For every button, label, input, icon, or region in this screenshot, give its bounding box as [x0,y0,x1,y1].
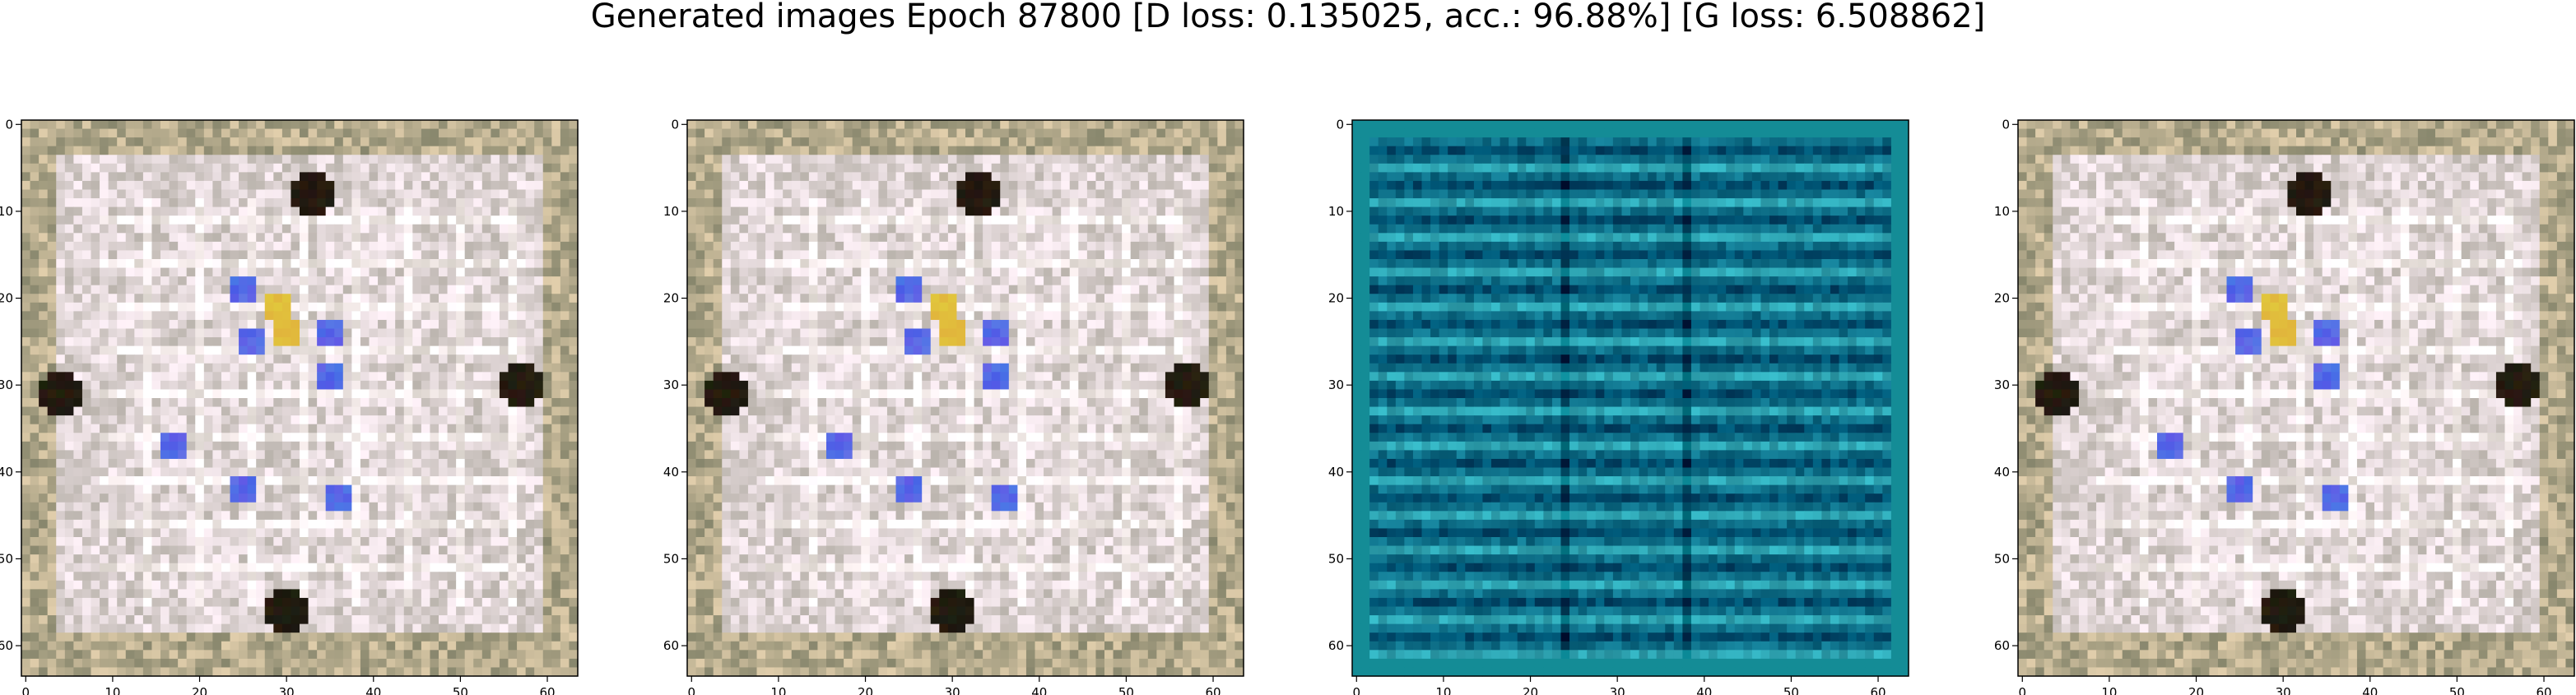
y-tick-label: 10 [1328,204,1344,219]
x-tick-label: 50 [2449,685,2465,695]
x-tick-label: 20 [858,685,873,695]
x-tick-label: 0 [2019,685,2027,695]
y-tick-label: 30 [1328,378,1344,392]
image-pixels [1352,120,1909,677]
x-tick-label: 40 [1031,685,1047,695]
image-panel-4: 0 10 20 30 40 50 60 0 10 20 30 40 50 60 [1994,117,2575,695]
x-tick-label: 60 [2536,685,2551,695]
x-tick-label: 30 [279,685,295,695]
x-tick-label: 20 [1523,685,1538,695]
x-tick-label: 10 [1435,685,1451,695]
x-tick-label: 30 [1610,685,1625,695]
y-tick-label: 0 [2002,117,2010,132]
y-tick-label: 40 [1994,465,2010,480]
x-tick-label: 10 [770,685,786,695]
y-tick-label: 60 [0,638,13,653]
y-tick-label: 50 [0,551,13,566]
x-tick-label: 0 [1353,685,1361,695]
x-tick-label: 40 [1696,685,1712,695]
x-tick-label: 10 [2101,685,2117,695]
x-tick-label: 20 [192,685,207,695]
y-tick-label: 0 [1336,117,1344,132]
image-pixels [2018,120,2575,677]
x-tick-label: 50 [1783,685,1799,695]
y-tick-label: 60 [663,638,679,653]
x-tick-label: 40 [365,685,381,695]
x-tick-label: 60 [1205,685,1221,695]
image-panel-2: 0 10 20 30 40 50 60 0 10 20 30 40 50 60 [663,117,1244,695]
y-tick-label: 40 [0,465,13,480]
image-frame [2017,119,2575,677]
x-tick-label: 50 [453,685,468,695]
x-tick-label: 50 [1118,685,1134,695]
y-tick-label: 50 [1328,551,1344,566]
y-tick-label: 10 [1994,204,2010,219]
image-frame [1351,119,1909,677]
y-tick-label: 30 [663,378,679,392]
y-tick-label: 20 [1328,291,1344,306]
y-tick-label: 10 [0,204,13,219]
y-tick-label: 30 [0,378,13,392]
y-tick-label: 30 [1994,378,2010,392]
y-tick-label: 0 [671,117,679,132]
y-tick-label: 20 [0,291,13,306]
figure-title: Generated images Epoch 87800 [D loss: 0.… [590,0,1986,35]
y-tick-label: 10 [663,204,679,219]
y-tick-label: 60 [1328,638,1344,653]
image-panel-1: 0 10 20 30 40 50 60 0 10 20 30 40 50 60 [0,117,579,695]
y-tick-label: 40 [1328,465,1344,480]
x-tick-label: 40 [2362,685,2378,695]
y-tick-label: 60 [1994,638,2010,653]
x-tick-label: 0 [688,685,696,695]
image-panel-3: 0 10 20 30 40 50 60 0 10 20 30 40 50 60 [1328,117,1909,695]
image-pixels [687,120,1244,677]
image-frame [686,119,1244,677]
x-tick-label: 30 [2276,685,2291,695]
y-tick-label: 20 [663,291,679,306]
x-tick-label: 10 [105,685,120,695]
x-tick-label: 60 [539,685,555,695]
y-tick-label: 50 [663,551,679,566]
y-tick-label: 20 [1994,291,2010,306]
image-pixels [21,120,579,677]
x-tick-label: 0 [22,685,30,695]
x-tick-label: 60 [1870,685,1886,695]
y-tick-label: 40 [663,465,679,480]
y-tick-label: 50 [1994,551,2010,566]
x-tick-label: 30 [945,685,960,695]
y-tick-label: 0 [5,117,13,132]
image-frame [21,119,579,677]
x-tick-label: 20 [2188,685,2204,695]
